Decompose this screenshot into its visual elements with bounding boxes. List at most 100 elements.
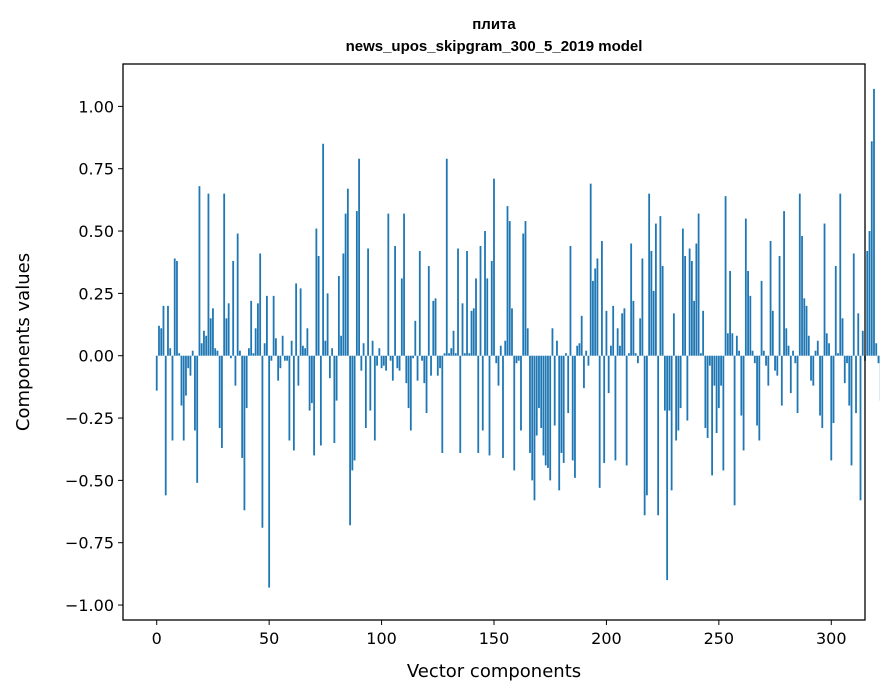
y-tick-label: 0.50: [78, 222, 114, 241]
bar-159: [513, 355, 516, 471]
bar-74: [322, 143, 325, 356]
bar-26: [214, 348, 217, 356]
bar-130: [448, 353, 450, 356]
bar-173: [544, 355, 547, 466]
bar-89: [355, 211, 358, 356]
bar-162: [520, 355, 522, 431]
bar-303: [837, 353, 839, 356]
bar-102: [385, 355, 387, 371]
bar-17: [194, 355, 196, 431]
bar-161: [517, 355, 520, 361]
bar-99: [378, 348, 381, 356]
bar-267: [756, 355, 758, 426]
bar-181: [562, 355, 565, 463]
bar-28: [218, 355, 221, 429]
bar-317: [868, 231, 871, 356]
bar-309: [850, 355, 853, 466]
bar-108: [398, 355, 401, 371]
bar-272: [767, 355, 770, 386]
bar-233: [679, 355, 682, 409]
bar-47: [261, 355, 264, 528]
bar-284: [794, 355, 797, 364]
bar-177: [553, 355, 556, 426]
bar-58: [286, 355, 289, 361]
bar-86: [349, 355, 351, 526]
bar-120: [425, 355, 428, 414]
bar-8: [173, 258, 176, 356]
y-tick-label: −0.25: [65, 409, 114, 428]
bar-2: [160, 328, 163, 356]
bar-230: [672, 313, 675, 356]
bar-218: [646, 355, 648, 496]
bar-308: [848, 355, 851, 406]
bar-210: [628, 353, 630, 356]
bar-200: [605, 310, 608, 356]
bar-258: [735, 335, 738, 356]
bar-136: [461, 303, 464, 356]
bar-1: [158, 325, 160, 356]
bar-257: [733, 355, 736, 506]
bar-143: [477, 355, 480, 453]
bar-295: [819, 355, 821, 416]
bar-273: [769, 241, 772, 356]
bar-154: [502, 355, 504, 458]
bar-119: [423, 355, 426, 384]
bar-221: [652, 290, 655, 356]
x-tick-label: 100: [366, 629, 397, 648]
bar-220: [650, 251, 653, 356]
bar-291: [810, 355, 812, 381]
bar-93: [364, 355, 367, 429]
bar-65: [301, 345, 304, 356]
bar-118: [421, 355, 423, 361]
bar-22: [205, 335, 208, 356]
bar-255: [729, 270, 731, 356]
bar-171: [540, 355, 543, 429]
bar-234: [681, 228, 684, 356]
bar-15: [189, 355, 192, 376]
bar-237: [688, 248, 691, 356]
bar-34: [232, 260, 235, 356]
bar-304: [839, 193, 842, 356]
bar-270: [762, 350, 765, 356]
bar-36: [236, 233, 239, 356]
bar-76: [326, 293, 329, 356]
bar-275: [774, 355, 776, 371]
bar-232: [677, 355, 680, 431]
bar-204: [614, 355, 617, 461]
bar-172: [542, 355, 545, 456]
bar-73: [319, 355, 322, 446]
y-tick-label: 1.00: [78, 97, 114, 116]
bar-101: [382, 355, 385, 366]
bar-196: [596, 258, 599, 356]
bar-306: [843, 355, 846, 384]
bar-166: [529, 355, 531, 453]
bar-286: [798, 193, 801, 356]
bar-268: [758, 355, 761, 441]
bar-94: [367, 248, 369, 356]
bar-189: [580, 315, 583, 356]
bar-264: [749, 295, 752, 356]
bar-107: [396, 355, 399, 369]
bar-12: [182, 355, 185, 441]
bar-70: [313, 355, 316, 456]
bar-191: [585, 350, 588, 356]
bar-241: [697, 213, 700, 356]
bar-124: [434, 298, 437, 356]
x-tick-label: 0: [152, 629, 162, 648]
bar-182: [565, 353, 567, 356]
bar-68: [308, 355, 311, 411]
bar-32: [227, 303, 230, 356]
bar-45: [257, 303, 259, 356]
bar-246: [708, 355, 711, 366]
bar-110: [403, 213, 405, 356]
bar-183: [567, 355, 570, 414]
bar-18: [196, 355, 199, 483]
bar-39: [243, 355, 246, 511]
bar-95: [369, 355, 372, 411]
bar-52: [272, 295, 275, 356]
bar-227: [666, 355, 669, 581]
bar-66: [304, 348, 307, 356]
bar-71: [315, 228, 318, 356]
bar-19: [198, 186, 201, 356]
